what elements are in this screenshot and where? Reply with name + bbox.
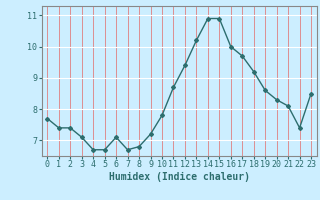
X-axis label: Humidex (Indice chaleur): Humidex (Indice chaleur) <box>109 172 250 182</box>
